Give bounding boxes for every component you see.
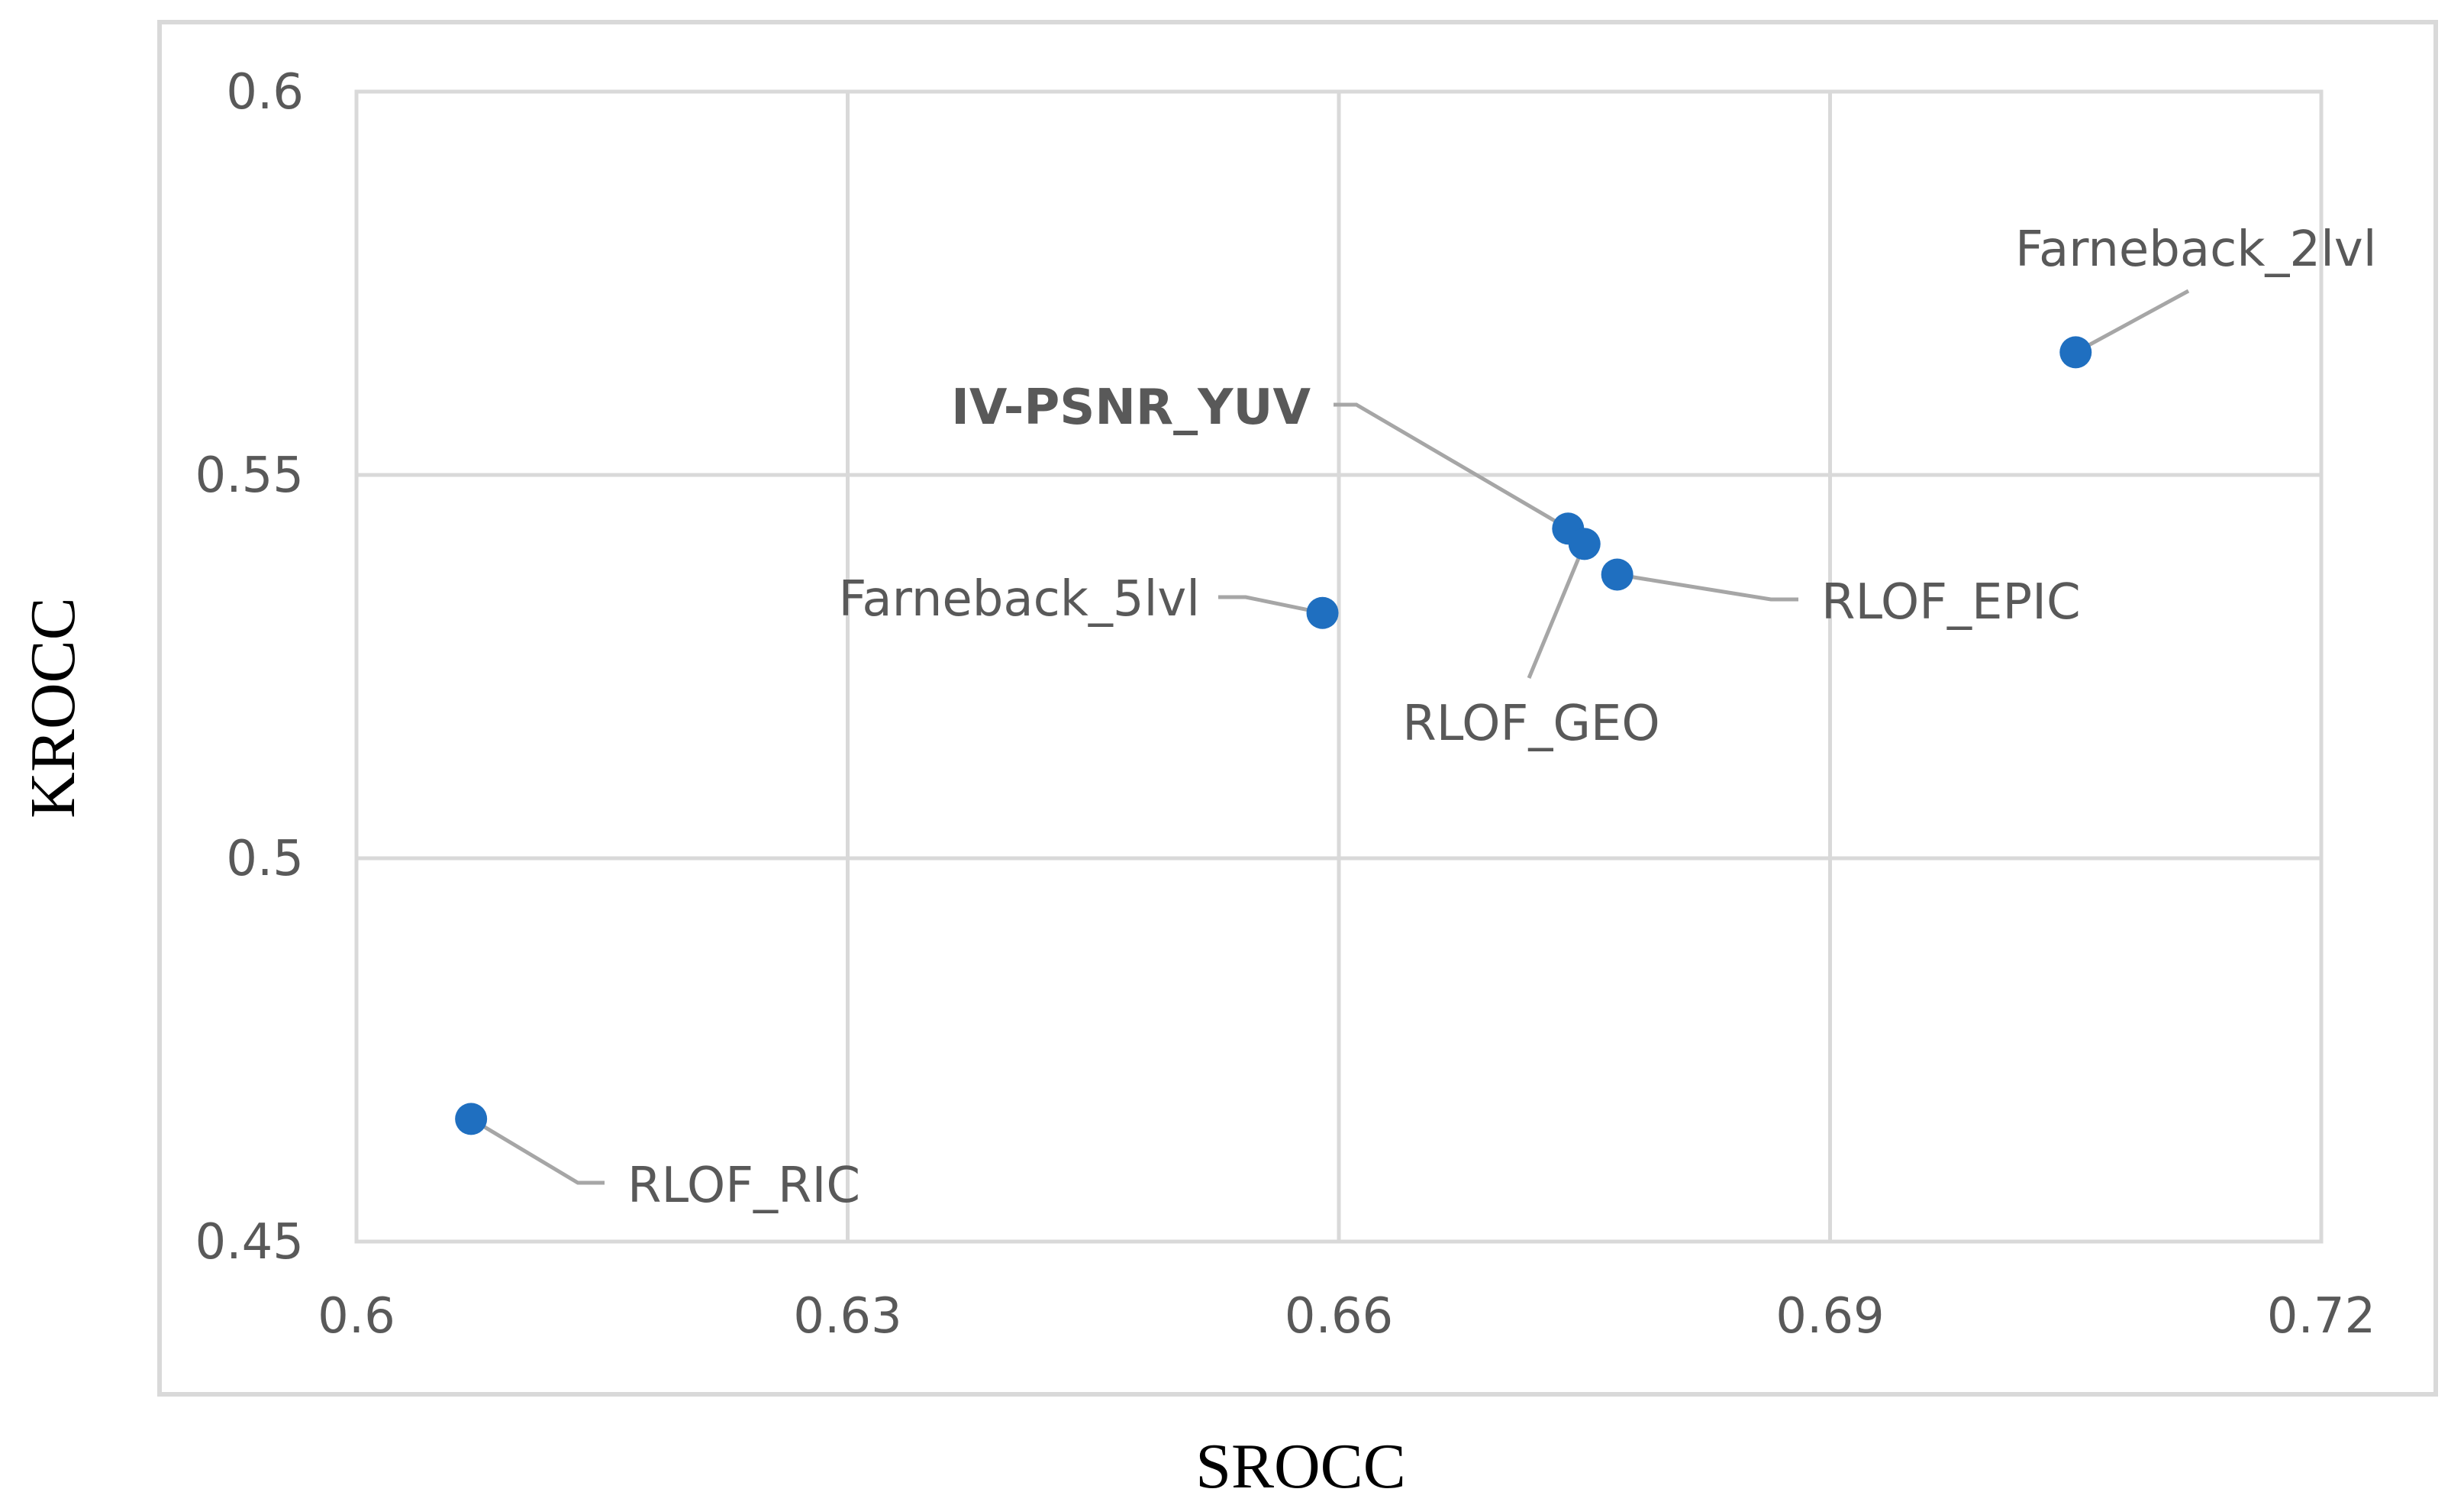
data-point <box>1306 596 1339 629</box>
plot-area-border <box>354 89 2324 1244</box>
y-axis-title: KROCC <box>18 597 89 818</box>
y-tick-label: 0.55 <box>195 447 305 504</box>
data-point <box>1568 528 1601 560</box>
data-label: IV-PSNR_YUV <box>951 379 1311 436</box>
leader-line <box>469 1117 605 1185</box>
y-tick-label: 0.45 <box>195 1214 305 1271</box>
y-tick-label: 0.5 <box>226 831 304 887</box>
data-points <box>455 336 2092 1135</box>
data-point <box>1601 558 1634 591</box>
data-label: RLOF_RIC <box>627 1158 860 1214</box>
plot-area-frame <box>354 89 2324 1244</box>
y-axis-tick-labels: 0.45 0.5 0.55 0.6 <box>195 64 305 1271</box>
data-label: RLOF_EPIC <box>1821 574 2081 631</box>
data-label: Farneback_5lvl <box>838 571 1200 628</box>
x-tick-label: 0.72 <box>2267 1288 2376 1345</box>
data-point <box>2059 336 2092 369</box>
x-tick-label: 0.63 <box>793 1288 902 1345</box>
x-axis-title: SROCC <box>1195 1431 1405 1502</box>
x-tick-label: 0.6 <box>318 1288 395 1345</box>
leader-line <box>1617 573 1798 602</box>
label-leader-lines <box>469 289 2190 1185</box>
leader-line <box>2075 289 2190 354</box>
x-axis-tick-labels: 0.6 0.63 0.66 0.69 0.72 <box>318 1288 2375 1345</box>
leader-line <box>1334 402 1569 531</box>
y-tick-label: 0.6 <box>226 64 304 121</box>
leader-line <box>1218 595 1324 615</box>
data-labels: Farneback_2lvl IV-PSNR_YUV RLOF_GEO RLOF_EP… <box>627 221 2377 1214</box>
x-tick-label: 0.66 <box>1285 1288 1394 1345</box>
data-label: RLOF_GEO <box>1402 696 1659 752</box>
x-tick-label: 0.69 <box>1775 1288 1885 1345</box>
chart-frame <box>157 20 2438 1397</box>
data-point <box>455 1103 488 1135</box>
data-label: Farneback_2lvl <box>2015 221 2377 278</box>
leader-line <box>1527 543 1587 679</box>
